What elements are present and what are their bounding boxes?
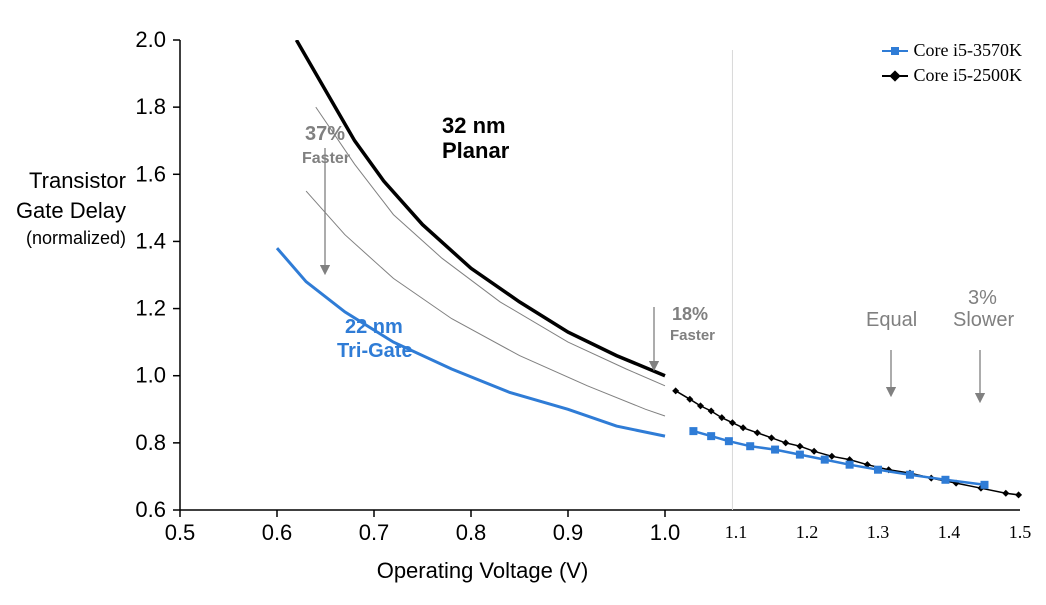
marker-square — [746, 442, 754, 450]
marker-square — [689, 427, 697, 435]
marker-square — [981, 481, 989, 489]
x-tick-label: 0.6 — [262, 520, 293, 545]
annotation-text: 3% — [968, 287, 997, 309]
y-tick-label: 1.0 — [135, 363, 166, 388]
annotation-text: 22 nm — [345, 316, 403, 338]
chart-svg: 0.60.81.01.21.41.61.82.00.50.60.70.80.91… — [0, 0, 1046, 600]
marker-square — [796, 451, 804, 459]
y-tick-label: 2.0 — [135, 27, 166, 52]
marker-diamond — [828, 453, 835, 460]
x-tick-label: 1.0 — [650, 520, 681, 545]
marker-diamond — [697, 402, 704, 409]
x-tick-label: 1.1 — [725, 522, 748, 542]
annotation-text: 32 nm — [442, 113, 506, 138]
y-axis-label-line3: (normalized) — [6, 228, 126, 249]
marker-square — [846, 461, 854, 469]
annotation-text: Equal — [866, 309, 917, 331]
marker-diamond — [754, 429, 761, 436]
annotation-text: Slower — [953, 309, 1014, 331]
marker-diamond — [1002, 490, 1009, 497]
legend-label: Core i5-2500K — [914, 63, 1022, 88]
y-tick-label: 0.8 — [135, 430, 166, 455]
marker-diamond — [1015, 491, 1022, 498]
x-tick-label: 0.5 — [165, 520, 196, 545]
y-tick-label: 1.4 — [135, 228, 166, 253]
y-axis-label-line2: Gate Delay — [6, 198, 126, 224]
annotation-text: Faster — [302, 150, 350, 167]
y-tick-label: 0.6 — [135, 497, 166, 522]
legend-item-2500k: Core i5-2500K — [882, 63, 1022, 88]
marker-square — [906, 471, 914, 479]
annotation-text: Faster — [670, 327, 715, 344]
marker-diamond — [686, 396, 693, 403]
marker-square — [771, 446, 779, 454]
y-tick-label: 1.8 — [135, 94, 166, 119]
legend-item-3570k: Core i5-3570K — [882, 38, 1022, 63]
marker-square — [941, 476, 949, 484]
x-tick-label: 1.3 — [867, 522, 890, 542]
chart-container: 0.60.81.01.21.41.61.82.00.50.60.70.80.91… — [0, 0, 1046, 600]
marker-square — [725, 437, 733, 445]
annotation-text: Planar — [442, 138, 510, 163]
marker-diamond — [811, 448, 818, 455]
x-tick-label: 1.4 — [938, 522, 961, 542]
marker-diamond — [672, 387, 679, 394]
x-axis-label: Operating Voltage (V) — [377, 558, 589, 583]
marker-diamond — [718, 414, 725, 421]
x-tick-label: 0.8 — [456, 520, 487, 545]
legend-label: Core i5-3570K — [914, 38, 1022, 63]
y-tick-label: 1.2 — [135, 296, 166, 321]
annotation-text: 18% — [672, 304, 708, 324]
x-tick-label: 1.5 — [1009, 522, 1032, 542]
marker-diamond — [740, 424, 747, 431]
marker-square — [821, 456, 829, 464]
y-axis-label-line1: Transistor — [6, 168, 126, 194]
marker-diamond — [768, 434, 775, 441]
series-22-nm-tri-gate — [277, 248, 665, 436]
chart-legend: Core i5-3570K Core i5-2500K — [882, 38, 1022, 88]
annotation-text: Tri-Gate — [337, 340, 413, 362]
x-tick-label: 0.9 — [553, 520, 584, 545]
marker-diamond — [796, 443, 803, 450]
marker-diamond — [782, 439, 789, 446]
x-tick-label: 1.2 — [796, 522, 819, 542]
y-tick-label: 1.6 — [135, 161, 166, 186]
marker-square — [874, 466, 882, 474]
annotation-text: 37% — [305, 123, 345, 145]
x-tick-label: 0.7 — [359, 520, 390, 545]
marker-square — [707, 432, 715, 440]
marker-diamond — [729, 419, 736, 426]
